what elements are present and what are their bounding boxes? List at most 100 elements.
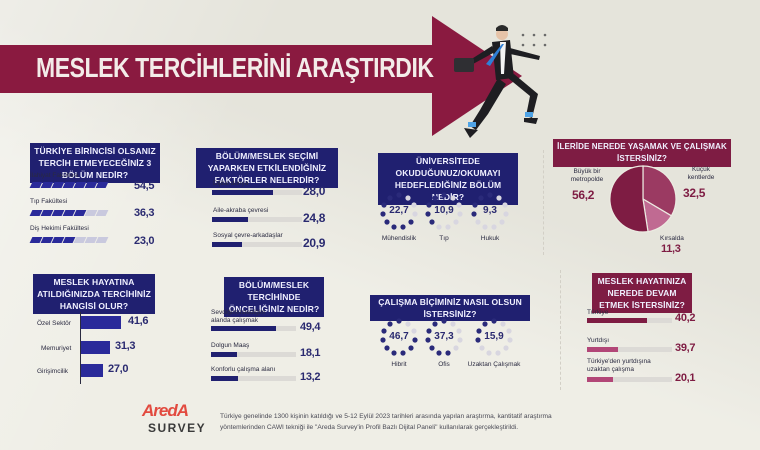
s6-label-3: Konforlu çalışma alanı: [211, 366, 276, 373]
section3-heading: ÜNİVERSİTEDE OKUDUĞUNUZ/OKUMAYI HEDEFLED…: [378, 153, 518, 205]
areda-logo: AredA: [142, 401, 189, 420]
s7-value-1: 46,7: [389, 331, 409, 342]
title-banner: [0, 45, 470, 93]
s6-label-2: Dolgun Maaş: [211, 342, 250, 349]
s3-value-2: 10,9: [434, 205, 454, 216]
s3-label-1: Mühendislik: [381, 235, 417, 242]
section6-heading: BÖLÜM/MESLEK TERCİHİNDE ÖNCELİĞİNİZ NEDİ…: [224, 277, 324, 317]
s7-label-2: Ofis: [438, 361, 450, 368]
s5-value-2: 31,3: [115, 340, 136, 352]
areda-logo-subtitle: SURVEY: [148, 421, 207, 435]
s5-label-2: Memuriyet: [41, 345, 72, 352]
s2-bar-track-3: [212, 242, 302, 247]
s4-value-2: 32,5: [683, 186, 706, 200]
pie-slice-metropolis: [609, 165, 649, 233]
section8-heading: MESLEK HAYATINIZA NEREDE DEVAM ETMEK İST…: [592, 273, 692, 313]
s2-bar-fill-2: [212, 217, 248, 222]
s2-value-1: 28,0: [303, 184, 326, 198]
s2-value-2: 24,8: [303, 211, 326, 225]
s1-value-1: 54,5: [134, 180, 155, 192]
methodology-note: Türkiye genelinde 1300 kişinin katıldığı…: [220, 413, 552, 431]
s6-bar-fill-2: [211, 352, 238, 357]
s8-value-1: 40,2: [675, 312, 696, 324]
s3-ring-1: [380, 192, 418, 230]
s3-value-1: 22,7: [389, 205, 409, 216]
page-title: MESLEK TERCİHLERİNİ ARAŞTIRDIK: [36, 52, 434, 83]
s6-label-1: Sevdiğim/İstediğim alanda çalışmak: [211, 309, 266, 324]
running-businessman-icon: [454, 25, 540, 138]
s5-bar-1: [81, 316, 121, 329]
s5-value-1: 41,6: [128, 315, 149, 327]
solar-panel-icon: [95, 237, 109, 243]
s5-bar-2: [81, 341, 110, 354]
s4-pie-chart: [609, 165, 677, 233]
s4-label-2: Küçük kentlerde: [687, 166, 715, 181]
s8-bar-track-1: [587, 318, 672, 323]
s8-label-1: Türkiye: [587, 309, 609, 316]
s8-bar-fill-1: [587, 318, 648, 323]
s2-label-2: Aile-akraba çevresi: [213, 207, 269, 214]
s1-icon-row-1: [29, 182, 109, 188]
s1-icon-row-2: [29, 210, 109, 216]
s2-label-3: Sosyal çevre-arkadaşlar: [213, 232, 283, 239]
s7-label-1: Hibrit: [391, 361, 407, 368]
s5-bar-3: [81, 364, 103, 377]
section5-heading: MESLEK HAYATINA ATILDIĞINIZDA TERCİHİNİZ…: [33, 274, 155, 314]
s6-bar-track-3: [211, 376, 296, 381]
section1-heading: TÜRKİYE BİRİNCİSİ OLSANIZ TERCİH ETMEYEC…: [30, 143, 160, 183]
s2-bar-fill-3: [212, 242, 242, 247]
s5-value-3: 27,0: [108, 363, 129, 375]
s4-value-3: 11,3: [661, 243, 681, 255]
s8-bar-track-2: [587, 347, 672, 352]
s8-label-2: Yurtdışı: [587, 337, 610, 344]
s1-icon-row-3: [29, 237, 109, 243]
s3-ring-2: [425, 192, 463, 230]
s7-label-3: Uzaktan Çalışmak: [467, 361, 521, 368]
dots-decoration: [521, 33, 547, 47]
s1-label-3: Diş Hekimi Fakültesi: [30, 225, 89, 232]
s6-value-3: 13,2: [300, 371, 321, 383]
s1-value-3: 23,0: [134, 235, 155, 247]
s2-value-3: 20,9: [303, 236, 326, 250]
s3-value-3: 9,3: [483, 205, 497, 216]
s4-value-1: 56,2: [572, 188, 595, 202]
section-divider: [560, 270, 561, 390]
s7-value-3: 15,9: [484, 331, 504, 342]
s2-bar-track-2: [212, 217, 302, 222]
s3-label-3: Hukuk: [480, 235, 500, 242]
s8-bar-fill-2: [587, 347, 619, 352]
solar-panel-icon: [95, 182, 109, 188]
s1-value-2: 36,3: [134, 207, 155, 219]
s6-bar-fill-3: [211, 376, 239, 381]
s5-axis: [80, 312, 81, 384]
s8-label-3: Türkiye'den yurtdışına uzaktan çalışma: [587, 358, 651, 373]
s7-value-2: 37,3: [434, 331, 454, 342]
section7-heading: ÇALIŞMA BİÇİMİNİZ NASIL OLSUN İSTERSİNİZ…: [370, 295, 530, 321]
s6-value-1: 49,4: [300, 321, 321, 333]
s2-label-1: Dijital dünya: [213, 180, 249, 187]
s6-bar-track-1: [211, 326, 296, 331]
section2-heading: BÖLÜM/MESLEK SEÇİMİ YAPARKEN ETKİLENDİĞİ…: [196, 148, 338, 188]
s6-value-2: 18,1: [300, 347, 321, 359]
solar-panel-icon: [95, 210, 109, 216]
s1-label-2: Tıp Fakültesi: [30, 198, 68, 205]
s3-label-2: Tıp: [439, 235, 449, 242]
s7-ring-1: [380, 318, 418, 356]
s4-label-3: Kırsalda: [660, 235, 684, 242]
s1-label-1: İlahiyat Fakültesi: [30, 172, 79, 179]
s5-label-3: Girişimcilik: [37, 368, 69, 375]
s6-bar-fill-1: [211, 326, 276, 331]
s8-value-2: 39,7: [675, 342, 696, 354]
s6-bar-track-2: [211, 352, 296, 357]
s3-ring-3: [471, 192, 509, 230]
s8-bar-fill-3: [587, 377, 614, 382]
section4-heading: İLERİDE NEREDE YAŞAMAK VE ÇALIŞMAK İSTER…: [553, 139, 731, 167]
s4-label-1: Büyük bir metropolde: [570, 168, 604, 183]
s5-label-1: Özel Sektör: [37, 320, 71, 327]
s2-bar-track-1: [212, 190, 302, 195]
s7-ring-2: [425, 318, 463, 356]
section-divider: [543, 150, 544, 255]
s7-ring-3: [475, 318, 513, 356]
s8-bar-track-3: [587, 377, 672, 382]
s8-value-3: 20,1: [675, 372, 696, 384]
